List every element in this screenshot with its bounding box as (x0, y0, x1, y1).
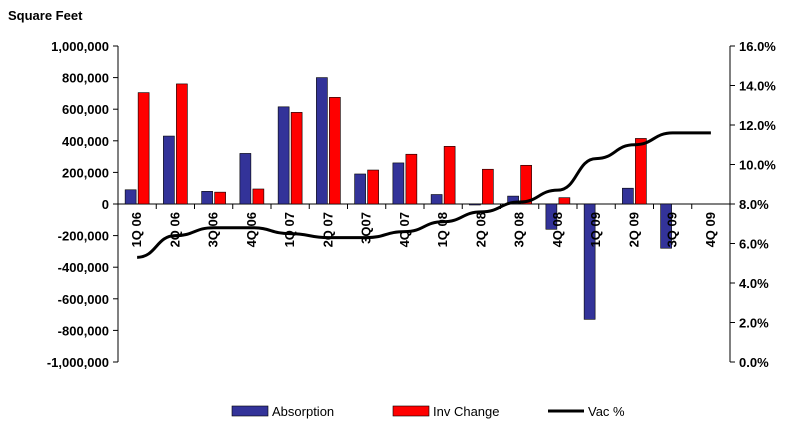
left-tick-label: 1,000,000 (51, 39, 109, 54)
absorption-bar (202, 191, 213, 204)
inv-change-bar (521, 165, 532, 204)
absorption-bar (393, 163, 404, 204)
category-label: 1Q 08 (435, 212, 450, 247)
chart-title: Square Feet (8, 8, 83, 23)
left-tick-label: -200,000 (58, 229, 109, 244)
left-tick-label: 400,000 (62, 134, 109, 149)
absorption-bar (355, 174, 366, 204)
absorption-bar (125, 190, 136, 204)
inv-change-bar (368, 170, 379, 204)
category-label: 3Q 09 (665, 212, 680, 247)
right-tick-label: 14.0% (739, 79, 776, 94)
right-tick-label: 2.0% (739, 316, 769, 331)
category-label: 2Q 09 (626, 212, 641, 247)
legend-label: Absorption (272, 404, 334, 419)
inv-change-bar (176, 84, 187, 204)
left-tick-label: -400,000 (58, 260, 109, 275)
category-labels: 1Q 06 2Q 06 3Q 06 4Q 06 1Q 07 2Q 07 3Q07 4Q 07 1… (129, 212, 718, 247)
left-tick-label: -600,000 (58, 292, 109, 307)
inv-change-bar (138, 93, 149, 204)
inv-change-bar (329, 97, 340, 204)
inv-change-bar (406, 154, 417, 204)
right-tick-label: 16.0% (739, 39, 776, 54)
bars (125, 78, 672, 320)
absorption-bar (316, 78, 327, 204)
category-label: 4Q 08 (550, 212, 565, 247)
category-label: 2Q 07 (320, 212, 335, 247)
right-tick-label: 8.0% (739, 197, 769, 212)
category-label: 3Q07 (359, 212, 374, 244)
left-tick-label: -1,000,000 (47, 355, 109, 370)
left-tick-label: -800,000 (58, 323, 109, 338)
inv-change-bar (635, 138, 646, 204)
category-label: 2Q 06 (167, 212, 182, 247)
legend-label: Vac % (588, 404, 625, 419)
left-tick-label: 200,000 (62, 165, 109, 180)
inv-change-bar (215, 192, 226, 204)
absorption-bar (240, 153, 251, 204)
absorption-bar (163, 136, 174, 204)
absorption-bar (622, 188, 633, 204)
left-tick-label: 0 (102, 197, 109, 212)
inv-change-bar (253, 189, 264, 204)
absorption-bar (469, 204, 480, 205)
inv-change-bar (444, 146, 455, 204)
legend-swatch-absorption (232, 406, 268, 416)
legend-label: Inv Change (433, 404, 500, 419)
category-label: 2Q 08 (473, 212, 488, 247)
absorption-bar (278, 107, 289, 204)
left-tick-label: 600,000 (62, 102, 109, 117)
category-label: 1Q 07 (282, 212, 297, 247)
right-tick-label: 4.0% (739, 276, 769, 291)
inv-change-bar (559, 198, 570, 204)
legend-swatch-inv-change (393, 406, 429, 416)
category-label: 3Q 08 (512, 212, 527, 247)
category-label: 1Q 06 (129, 212, 144, 247)
category-label: 4Q 07 (397, 212, 412, 247)
category-label: 3Q 06 (206, 212, 221, 247)
inv-change-bar (482, 169, 493, 204)
right-tick-label: 12.0% (739, 118, 776, 133)
right-tick-label: 0.0% (739, 355, 769, 370)
category-label: 4Q 06 (244, 212, 259, 247)
inv-change-bar (291, 112, 302, 204)
absorption-bar (431, 195, 442, 204)
category-label: 4Q 09 (703, 212, 718, 247)
right-tick-label: 10.0% (739, 158, 776, 173)
legend: Absorption Inv Change Vac % (232, 404, 625, 419)
category-label: 1Q 09 (588, 212, 603, 247)
left-tick-label: 800,000 (62, 71, 109, 86)
right-tick-label: 6.0% (739, 237, 769, 252)
